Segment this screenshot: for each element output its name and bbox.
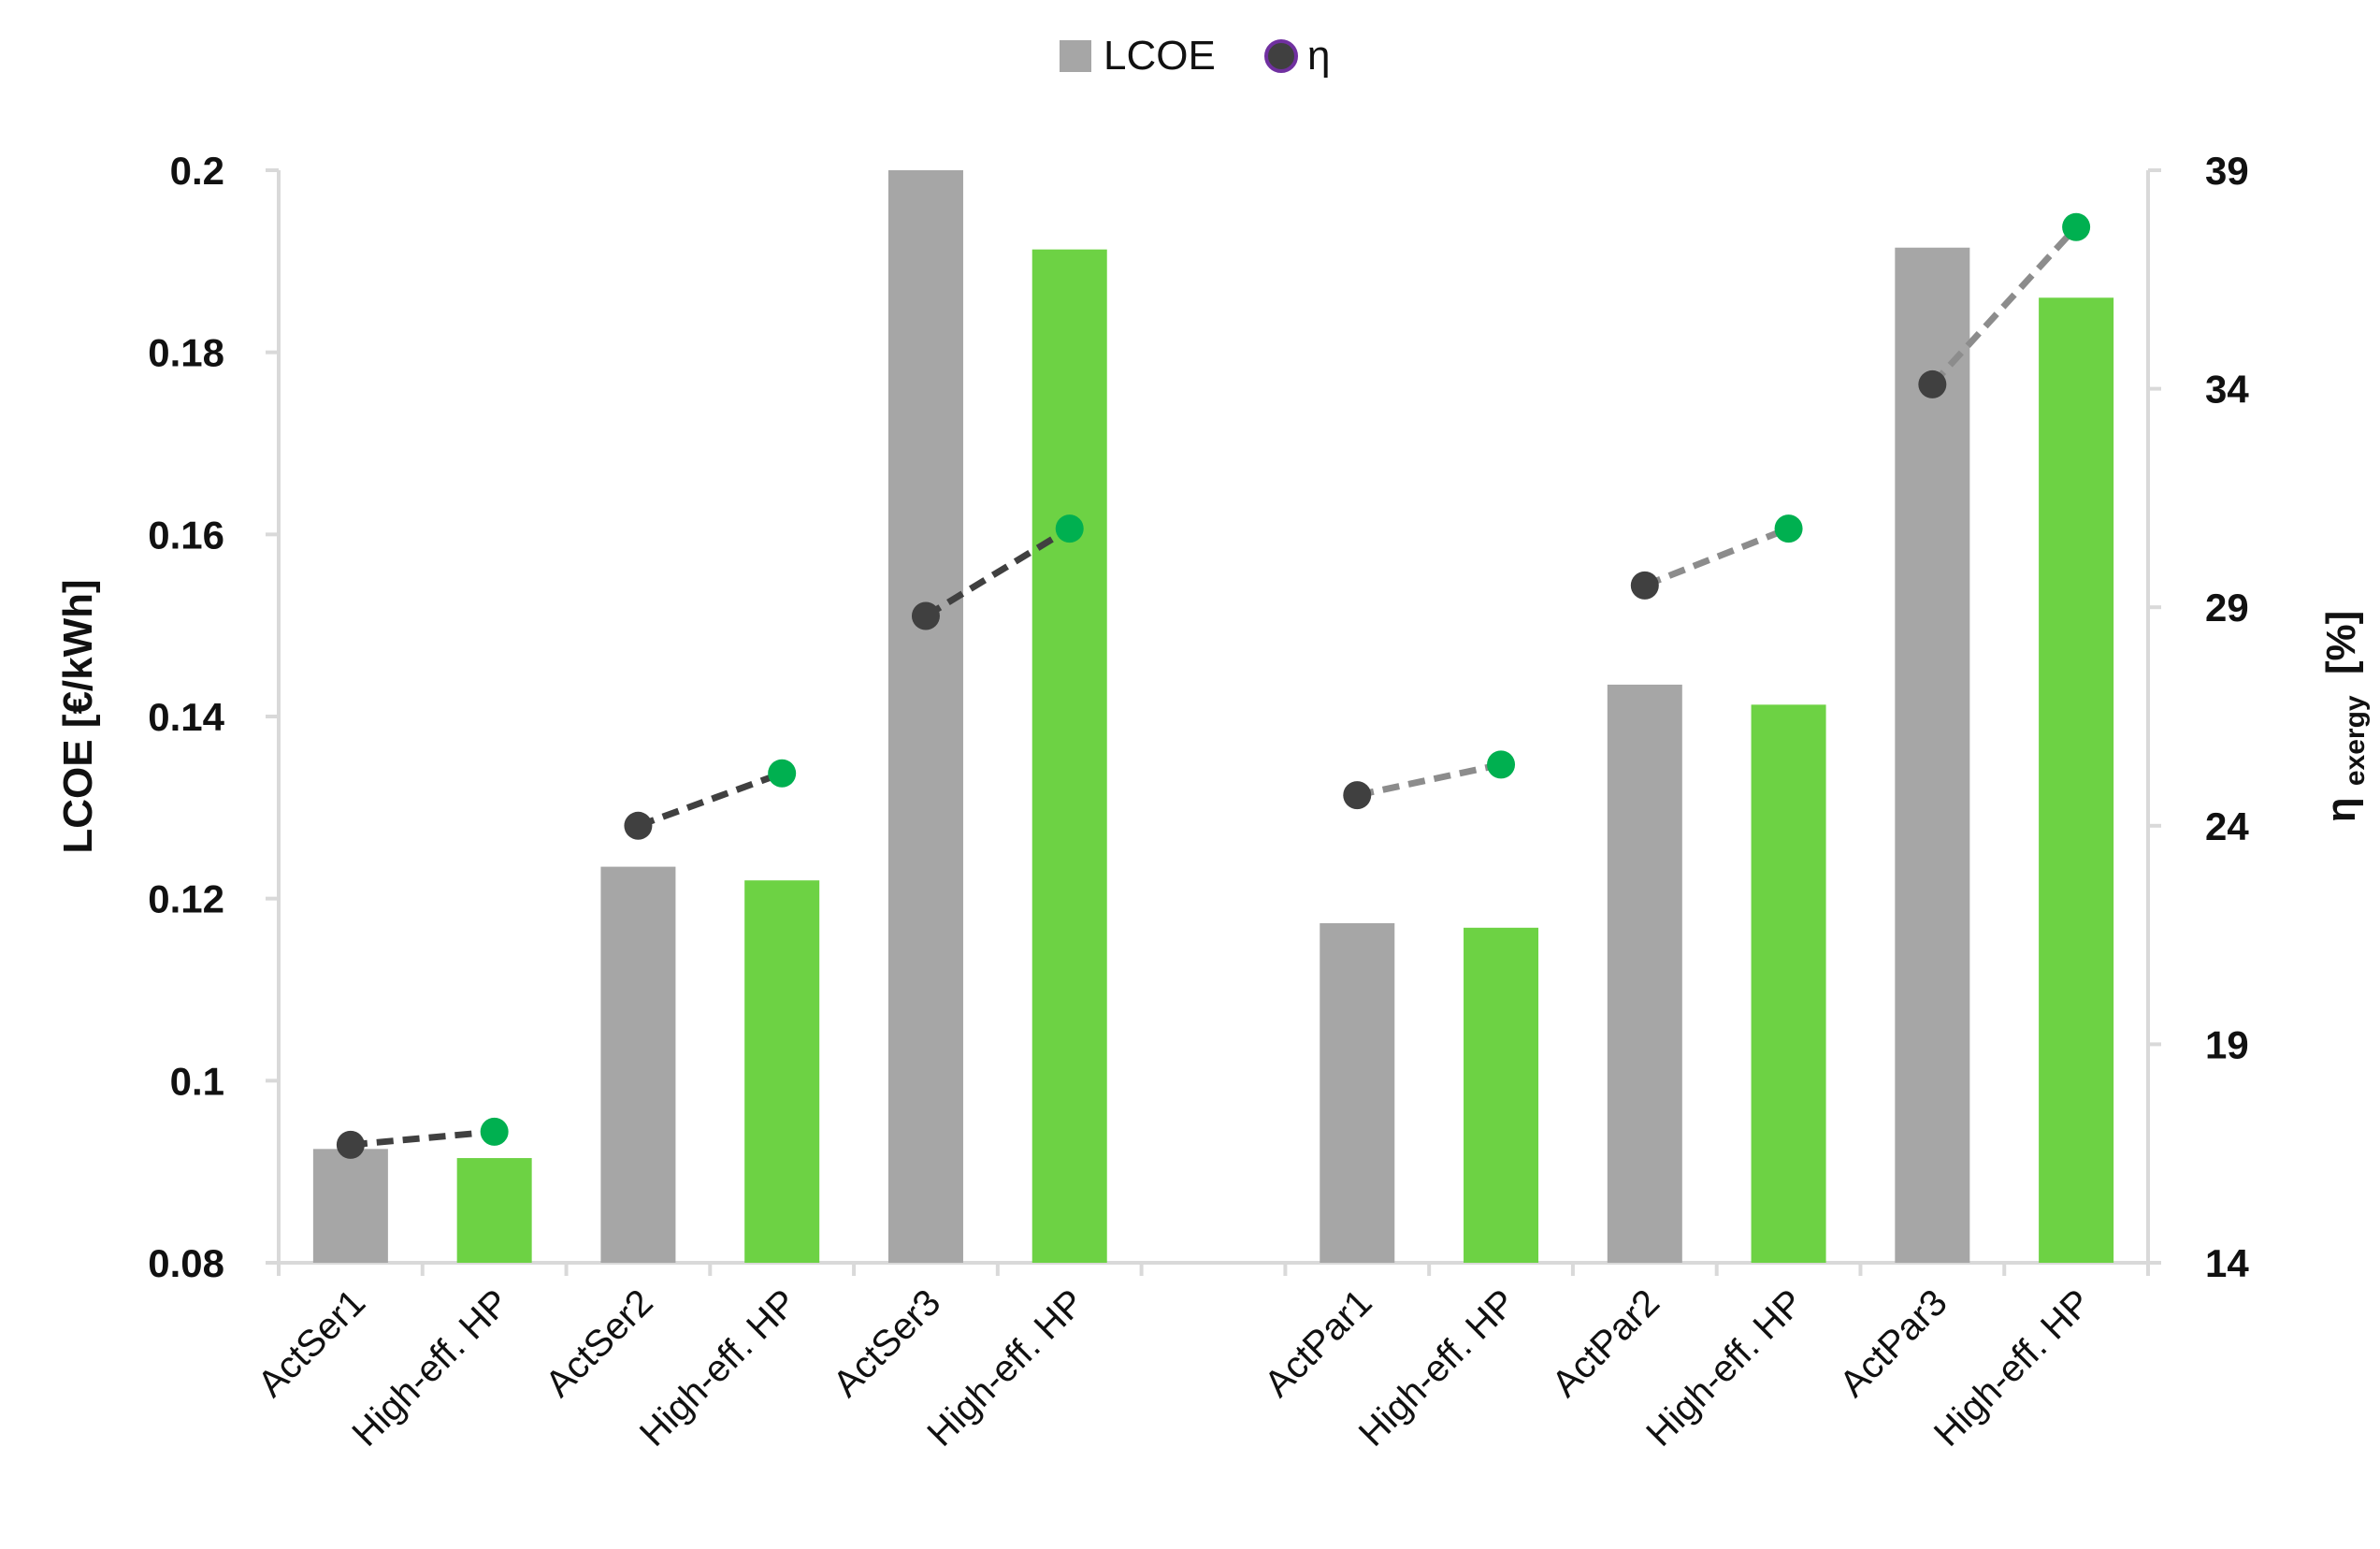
lcoe-bar [600, 866, 676, 1263]
y-left-tick-label: 0.18 [148, 331, 224, 375]
x-axis-ticks [277, 1263, 2150, 1276]
eta-point [336, 1130, 365, 1159]
y-axis-right-label-unit: [%] [2318, 611, 2364, 674]
bars [312, 170, 2114, 1264]
eta-point [911, 601, 940, 630]
y-right-tick-label: 19 [2205, 1022, 2249, 1066]
y-left-tick-label: 0.16 [148, 513, 224, 557]
y-right-tick-label: 24 [2205, 804, 2249, 848]
lcoe-bar [2039, 297, 2114, 1264]
y-left-tick-label: 0.12 [148, 877, 224, 921]
eta-point [1487, 750, 1516, 779]
lcoe-bar [1464, 927, 1539, 1263]
y-axis-right-label-sub: exergy [2340, 695, 2371, 786]
y-left-tick-label: 0.14 [148, 695, 224, 739]
eta-connector-line [924, 526, 1072, 619]
legend-swatch-lcoe [1060, 40, 1091, 72]
eta-points [336, 212, 2091, 1159]
lcoe-bar [887, 170, 963, 1263]
y-right-tick-label: 39 [2205, 149, 2249, 193]
lcoe-bar [312, 1149, 388, 1263]
lcoe-bar [744, 880, 820, 1263]
legend: LCOE η [1060, 33, 1330, 79]
y-right-tick-label: 14 [2205, 1241, 2249, 1285]
lcoe-bar [1751, 704, 1826, 1263]
eta-point [1343, 781, 1372, 810]
y-axis-right-ticks: 14 19 24 29 34 39 [2148, 149, 2249, 1285]
category-label: ActPar1 [1257, 1281, 1380, 1405]
eta-connectors [350, 224, 2079, 1149]
category-label: High-eff. HP [632, 1281, 805, 1455]
y-axis-left-ticks: 0.08 0.1 0.12 0.14 0.16 0.18 0.2 [148, 149, 279, 1285]
lcoe-bar [1031, 249, 1107, 1264]
eta-connector-line [1356, 760, 1502, 799]
lcoe-bar [1895, 247, 1970, 1263]
y-axis-right-label-main: η [2318, 797, 2364, 822]
legend-marker-eta [1264, 39, 1298, 73]
lcoe-bar [456, 1158, 532, 1263]
eta-connector-line [350, 1128, 495, 1149]
category-label: High-eff. HP [1926, 1281, 2099, 1455]
category-label: High-eff. HP [1351, 1281, 1524, 1455]
eta-point [1774, 514, 1803, 543]
lcoe-bar [1320, 922, 1395, 1263]
y-left-tick-label: 0.08 [148, 1241, 224, 1285]
eta-point [1918, 369, 1947, 398]
category-label: ActPar2 [1544, 1281, 1667, 1405]
category-label: High-eff. HP [344, 1281, 517, 1455]
category-label: High-eff. HP [919, 1281, 1092, 1455]
eta-point [1630, 571, 1659, 600]
legend-label-eta: η [1307, 33, 1330, 79]
lcoe-bar [1607, 684, 1682, 1263]
y-right-tick-label: 34 [2205, 368, 2249, 412]
y-axis-right-label: η exergy [%] [2318, 611, 2373, 823]
y-left-tick-label: 0.1 [170, 1059, 224, 1103]
eta-connector-line [1929, 224, 2079, 387]
legend-label-lcoe: LCOE [1103, 33, 1216, 79]
eta-point [1055, 514, 1084, 543]
eta-connector-line [637, 770, 784, 830]
category-label: ActSer1 [251, 1281, 374, 1405]
eta-point [480, 1117, 509, 1146]
category-label: ActSer2 [538, 1281, 661, 1405]
eta-point [2062, 212, 2091, 241]
category-label: ActPar3 [1832, 1281, 1955, 1405]
eta-point [768, 759, 797, 788]
y-axis-left-label: LCOE [€/kWh] [55, 579, 101, 853]
eta-connector-line [1643, 525, 1790, 589]
eta-point [624, 811, 653, 840]
category-label: High-eff. HP [1638, 1281, 1811, 1455]
y-right-tick-label: 29 [2205, 586, 2249, 630]
y-left-tick-label: 0.2 [170, 149, 224, 193]
category-label: ActSer3 [826, 1281, 949, 1405]
